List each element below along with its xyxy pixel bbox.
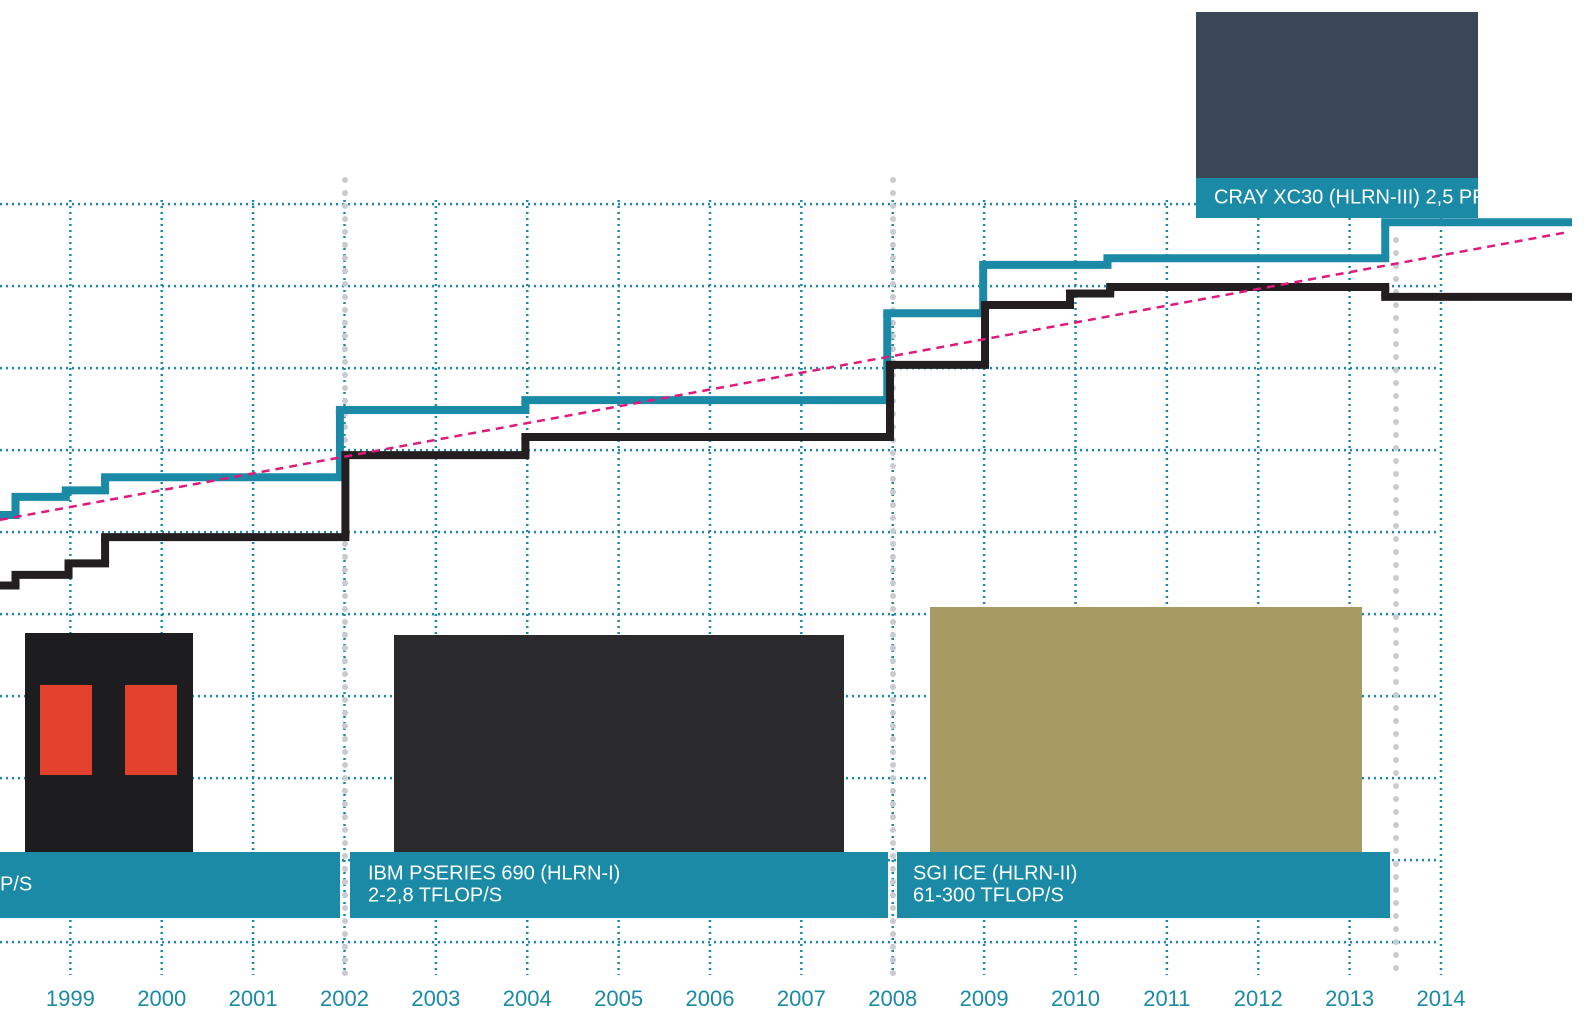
x-tick-label: 2014 (1417, 986, 1466, 1011)
machine-image (1196, 12, 1478, 182)
label-text: SGI ICE (HLRN-II) (913, 862, 1077, 884)
x-tick-label: 2013 (1325, 986, 1374, 1011)
x-tick-label: 1999 (46, 986, 95, 1011)
x-tick-label: 2000 (137, 986, 186, 1011)
label-text: 2-2,8 TFLOP/S (368, 884, 502, 906)
x-tick-label: 2012 (1234, 986, 1283, 1011)
machine-images (25, 12, 1478, 853)
machine-image (125, 685, 177, 775)
x-tick-label: 2005 (594, 986, 643, 1011)
x-tick-label: 2007 (777, 986, 826, 1011)
label-box (1196, 178, 1478, 218)
label-text: P/S (0, 873, 32, 895)
x-tick-label: 2003 (411, 986, 460, 1011)
machine-image (930, 607, 1362, 852)
x-tick-label: 2001 (229, 986, 278, 1011)
plot (0, 218, 1572, 590)
x-tick-label: 2002 (320, 986, 369, 1011)
label-box (0, 852, 340, 918)
x-tick-label: 2004 (503, 986, 552, 1011)
label-text: 61-300 TFLOP/S (913, 884, 1064, 906)
x-tick-label: 2011 (1143, 986, 1190, 1011)
series (0, 283, 1572, 590)
trend-line (0, 230, 1569, 522)
x-tick-label: 2008 (868, 986, 917, 1011)
labels: 1999 2000 2001 2002 2003 2004 2005 2006 2007 2008… (0, 178, 1543, 1011)
x-tick-label: 2010 (1051, 986, 1100, 1011)
machine-image (40, 685, 92, 775)
x-tick-label: 2009 (960, 986, 1009, 1011)
label-text: IBM PSERIES 690 (HLRN-I) (368, 862, 620, 884)
x-tick-label: 2006 (686, 986, 735, 1011)
label-box (350, 852, 888, 918)
label-text: CRAY XC30 (HLRN-III) 2,5 PFLOP/S (1214, 186, 1543, 208)
machine-image (394, 635, 844, 852)
label-box (897, 852, 1390, 918)
